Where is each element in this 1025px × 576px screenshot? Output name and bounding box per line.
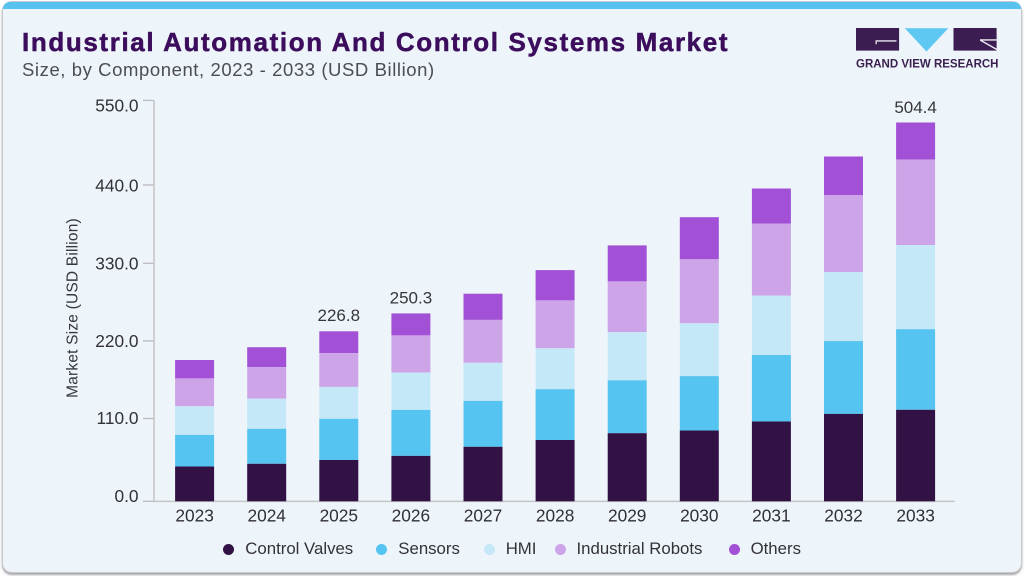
svg-text:504.4: 504.4 [894, 98, 937, 117]
svg-text:2025: 2025 [320, 506, 358, 526]
svg-text:2023: 2023 [175, 506, 213, 526]
svg-text:2030: 2030 [680, 506, 718, 526]
svg-text:2033: 2033 [896, 506, 934, 526]
svg-text:226.8: 226.8 [318, 306, 361, 325]
svg-text:0.0: 0.0 [114, 486, 138, 506]
svg-text:2024: 2024 [247, 506, 286, 526]
svg-text:220.0: 220.0 [95, 331, 138, 351]
svg-text:2028: 2028 [536, 506, 574, 526]
svg-text:250.3: 250.3 [390, 289, 433, 308]
svg-text:Market Size (USD Billion): Market Size (USD Billion) [65, 218, 82, 398]
svg-text:330.0: 330.0 [95, 254, 138, 274]
svg-text:110.0: 110.0 [97, 408, 139, 428]
svg-text:550.0: 550.0 [95, 95, 138, 115]
svg-text:2026: 2026 [392, 506, 430, 526]
svg-text:440.0: 440.0 [95, 175, 138, 195]
svg-text:2031: 2031 [752, 506, 790, 526]
svg-text:2027: 2027 [464, 506, 502, 526]
svg-text:GRAND VIEW RESEARCH: GRAND VIEW RESEARCH [856, 59, 998, 71]
svg-text:2029: 2029 [608, 506, 646, 526]
svg-text:2032: 2032 [824, 506, 862, 526]
